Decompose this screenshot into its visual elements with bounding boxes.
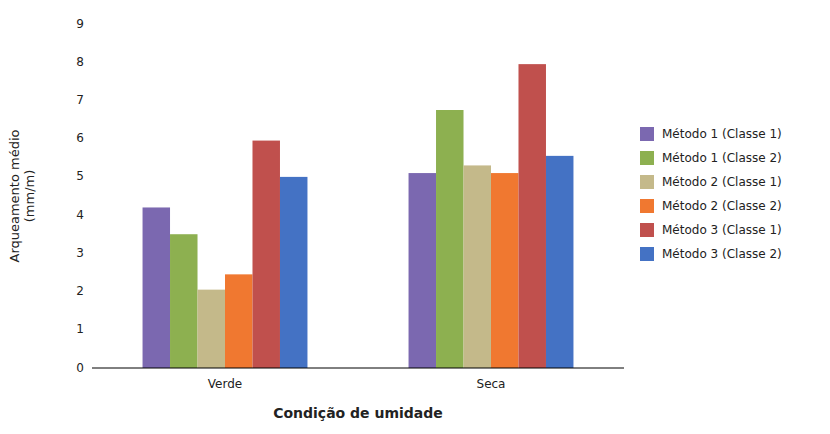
y-tick-label: 9 xyxy=(76,17,84,31)
legend-swatch xyxy=(640,175,654,189)
bar xyxy=(409,173,436,368)
x-axis-label: Condição de umidade xyxy=(273,405,443,421)
bar xyxy=(143,207,170,368)
y-tick-label: 2 xyxy=(76,284,84,298)
y-tick-label: 7 xyxy=(76,93,84,107)
chart: 0 1 2 3 4 5 6 7 8 9 Arqueamento médio(mm/m) Verde Se… xyxy=(0,0,830,434)
bar xyxy=(518,64,545,368)
y-tick-label: 4 xyxy=(76,208,84,222)
y-tick-label: 6 xyxy=(76,131,84,145)
legend-label: Método 2 (Classe 1) xyxy=(662,175,782,189)
legend-label: Método 2 (Classe 2) xyxy=(662,199,782,213)
bar xyxy=(491,173,518,368)
legend-label: Método 3 (Classe 1) xyxy=(662,223,782,237)
legend-swatch xyxy=(640,199,654,213)
x-tick-label: Seca xyxy=(477,377,506,391)
chart-container: 0 1 2 3 4 5 6 7 8 9 Arqueamento médio(mm/m) Verde Se… xyxy=(0,0,830,434)
y-axis: 0 1 2 3 4 5 6 7 8 9 xyxy=(76,17,84,375)
bar xyxy=(436,110,463,368)
y-tick-label: 3 xyxy=(76,246,84,260)
x-axis-line xyxy=(92,368,624,369)
bar xyxy=(546,156,573,368)
legend-label: Método 1 (Classe 2) xyxy=(662,151,782,165)
bar xyxy=(170,234,197,368)
legend-swatch xyxy=(640,223,654,237)
bar xyxy=(464,165,491,368)
bar xyxy=(280,177,307,368)
bar xyxy=(225,274,252,368)
y-tick-label: 5 xyxy=(76,169,84,183)
y-axis-label: Arqueamento médio(mm/m) xyxy=(7,129,38,262)
bar xyxy=(252,141,279,368)
x-axis: Verde Seca xyxy=(92,368,624,391)
bars xyxy=(143,64,574,368)
y-tick-label: 0 xyxy=(76,361,84,375)
x-tick-label: Verde xyxy=(208,377,242,391)
legend-swatch xyxy=(640,247,654,261)
y-tick-label: 8 xyxy=(76,55,84,69)
legend-swatch xyxy=(640,151,654,165)
legend: Método 1 (Classe 1) Método 1 (Classe 2) Mé… xyxy=(640,127,782,262)
legend-label: Método 1 (Classe 1) xyxy=(662,127,782,141)
bar xyxy=(198,290,225,368)
legend-swatch xyxy=(640,127,654,141)
legend-label: Método 3 (Classe 2) xyxy=(662,247,782,261)
y-tick-label: 1 xyxy=(76,322,84,336)
